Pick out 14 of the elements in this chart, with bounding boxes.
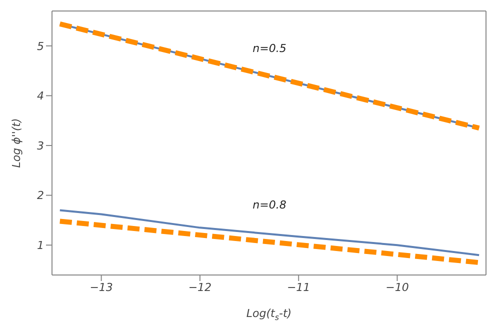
annotation: n=0.8 [252, 198, 286, 212]
x-tick-label: −11 [286, 280, 310, 294]
y-tick-label: 1 [37, 239, 44, 252]
line-series [58, 209, 480, 256]
x-axis-title: Log(t$_{s}$-t) [246, 307, 292, 322]
annotation: n=0.5 [252, 42, 286, 56]
y-axis-title: Log ϕ''(t) [10, 118, 23, 168]
x-tick-label: −13 [90, 280, 113, 294]
x-tick-label: −12 [188, 280, 212, 294]
y-tick-label: 2 [37, 189, 44, 202]
y-tick-label: 4 [37, 90, 44, 103]
x-tick-label: −10 [386, 280, 409, 294]
y-tick-label: 3 [37, 139, 44, 152]
y-tick-label: 5 [37, 40, 44, 53]
